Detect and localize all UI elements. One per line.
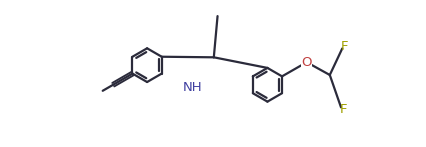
Text: O: O	[301, 56, 311, 69]
Text: F: F	[340, 40, 348, 53]
Text: F: F	[339, 103, 347, 116]
Text: NH: NH	[182, 81, 202, 94]
